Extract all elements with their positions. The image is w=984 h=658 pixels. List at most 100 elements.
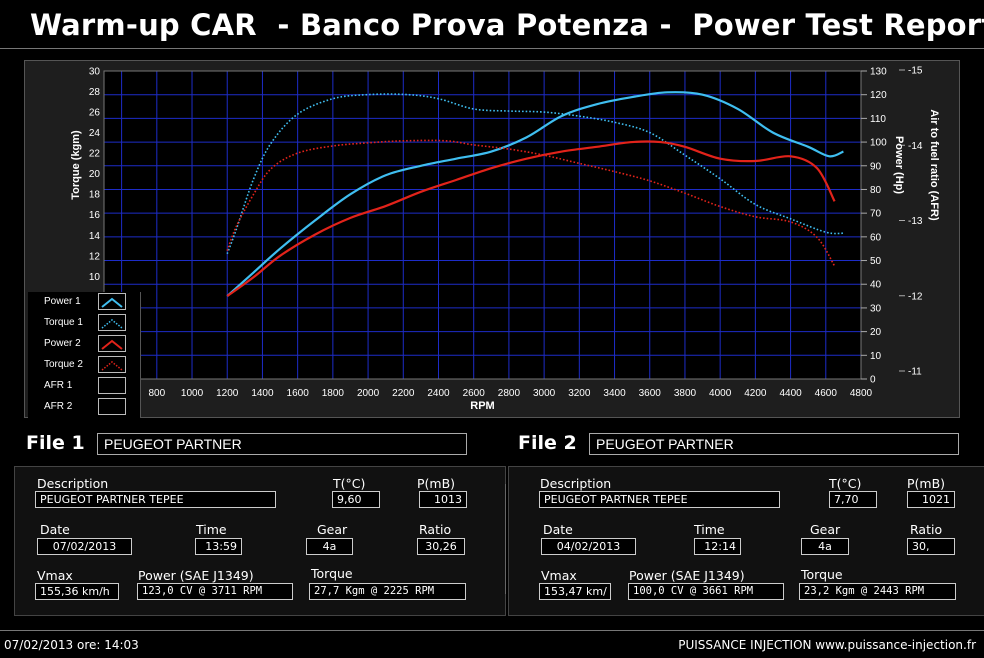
legend-item-afr-1[interactable]: AFR 1	[28, 376, 140, 397]
file-2-description: PEUGEOT PARTNER TEPEE	[539, 491, 780, 508]
ratio-label: Ratio	[910, 522, 943, 537]
y-afr-tick-label: -12	[908, 291, 923, 302]
plot-area	[104, 71, 861, 379]
power-label: Power (SAE J1349)	[629, 568, 745, 583]
y-right-tick-label: 110	[870, 114, 886, 125]
legend-item-torque-1[interactable]: Torque 1	[28, 313, 140, 334]
file-2-pressure: 1021	[907, 491, 955, 508]
date-label: Date	[543, 522, 573, 537]
y-left-tick-label: 12	[89, 251, 101, 262]
x-tick-label: 1600	[287, 388, 310, 399]
file-1-time: 13:59	[195, 538, 242, 555]
x-tick-label: 3400	[603, 388, 626, 399]
legend-item-power-2[interactable]: Power 2	[28, 334, 140, 355]
legend-item-afr-2[interactable]: AFR 2	[28, 397, 140, 418]
y-afr-tick-label: -14	[908, 141, 923, 152]
x-tick-label: 2000	[357, 388, 380, 399]
y-left-tick-label: 18	[89, 190, 101, 201]
y-left-axis-title: Torque (kgm)	[70, 130, 82, 200]
y-right-tick-label: 60	[870, 232, 882, 243]
legend-swatch-torque-1	[98, 314, 126, 331]
report-timestamp: 07/02/2013 ore: 14:03	[4, 638, 139, 652]
file-1-description: PEUGEOT PARTNER TEPEE	[35, 491, 276, 508]
temperature-label: T(°C)	[829, 476, 862, 491]
gear-label: Gear	[317, 522, 348, 537]
file-1-label: File 1	[26, 432, 85, 454]
y-afr-tick-label: -13	[908, 216, 923, 227]
file-1-ratio: 30,26	[417, 538, 465, 555]
x-tick-label: 1200	[216, 388, 239, 399]
file-2-label: File 2	[518, 432, 577, 454]
pressure-label: P(mB)	[907, 476, 946, 491]
file-1-torque: 27,7 Kgm @ 2225 RPM	[309, 583, 466, 600]
x-tick-label: 1800	[322, 388, 345, 399]
description-label: Description	[540, 476, 612, 491]
gear-label: Gear	[810, 522, 841, 537]
legend-label: Torque 1	[44, 317, 83, 328]
chart-legend: Power 1 Torque 1 Power 2 Torque 2 AFR 1 …	[28, 292, 141, 418]
legend-swatch-afr-2	[98, 398, 126, 415]
vmax-label: Vmax	[541, 568, 577, 583]
plot-border	[103, 70, 862, 380]
x-tick-label: 3800	[674, 388, 697, 399]
legend-item-power-1[interactable]: Power 1	[28, 292, 140, 313]
y-right-tick-label: 80	[870, 185, 882, 196]
company-credit: PUISSANCE INJECTION www.puissance-inject…	[678, 638, 976, 652]
x-tick-label: 2600	[463, 388, 486, 399]
legend-swatch-afr-1	[98, 377, 126, 394]
file-1-temperature: 9,60	[332, 491, 380, 508]
file-1-vmax: 155,36 km/h	[35, 583, 119, 600]
y-right-tick-label: 0	[870, 375, 876, 386]
y-right-tick-label: 40	[870, 280, 882, 291]
file-2-power: 100,0 CV @ 3661 RPM	[628, 583, 784, 600]
file-1-gear: 4a	[306, 538, 353, 555]
file-2-torque: 23,2 Kgm @ 2443 RPM	[799, 583, 956, 600]
x-tick-label: 1000	[181, 388, 204, 399]
legend-label: AFR 1	[44, 380, 73, 391]
legend-label: AFR 2	[44, 401, 73, 412]
file-2-date: 04/02/2013	[541, 538, 636, 555]
file-1-pressure: 1013	[419, 491, 467, 508]
torque-label: Torque	[801, 567, 843, 582]
file-1-name: PEUGEOT PARTNER	[97, 433, 467, 455]
y-left-tick-label: 10	[89, 272, 101, 283]
legend-swatch-power-2	[98, 335, 126, 352]
y-left-tick-label: 28	[89, 87, 101, 98]
x-tick-label: 3600	[639, 388, 662, 399]
y-right-tick-label: 100	[870, 138, 887, 149]
file-2-temperature: 7,70	[829, 491, 877, 508]
file-1-date: 07/02/2013	[37, 538, 132, 555]
x-axis-title: RPM	[470, 400, 494, 412]
y-left-tick-label: 22	[89, 149, 101, 160]
footer-divider	[0, 630, 984, 631]
y-right-tick-label: 130	[870, 67, 887, 78]
x-tick-label: 2200	[392, 388, 415, 399]
file-2-ratio: 30,	[907, 538, 955, 555]
chart-frame: 6008001000120014001600180020002200240026…	[24, 60, 960, 418]
date-label: Date	[40, 522, 70, 537]
legend-swatch-power-1	[98, 293, 126, 310]
ratio-label: Ratio	[419, 522, 452, 537]
series-line-power-2	[226, 140, 836, 297]
time-label: Time	[196, 522, 227, 537]
y-right-tick-label: 30	[870, 303, 882, 314]
header-divider	[0, 48, 984, 49]
panel-divider	[505, 484, 506, 594]
series-line-power-1	[226, 91, 844, 297]
x-tick-label: 3200	[568, 388, 591, 399]
x-tick-label: 4000	[709, 388, 732, 399]
y-left-tick-label: 26	[89, 108, 101, 119]
torque-label: Torque	[311, 566, 353, 581]
legend-item-torque-2[interactable]: Torque 2	[28, 355, 140, 376]
x-tick-label: 4600	[815, 388, 838, 399]
y-left-tick-label: 16	[89, 210, 101, 221]
power-label: Power (SAE J1349)	[138, 568, 254, 583]
series-line-torque-1	[226, 93, 844, 255]
legend-label: Power 1	[44, 296, 81, 307]
y-right-tick-label: 50	[870, 256, 882, 267]
x-tick-label: 4400	[779, 388, 802, 399]
legend-swatch-torque-2	[98, 356, 126, 373]
vmax-label: Vmax	[37, 568, 73, 583]
description-label: Description	[37, 476, 109, 491]
y-right-axis-title: Power (Hp)	[893, 136, 905, 194]
